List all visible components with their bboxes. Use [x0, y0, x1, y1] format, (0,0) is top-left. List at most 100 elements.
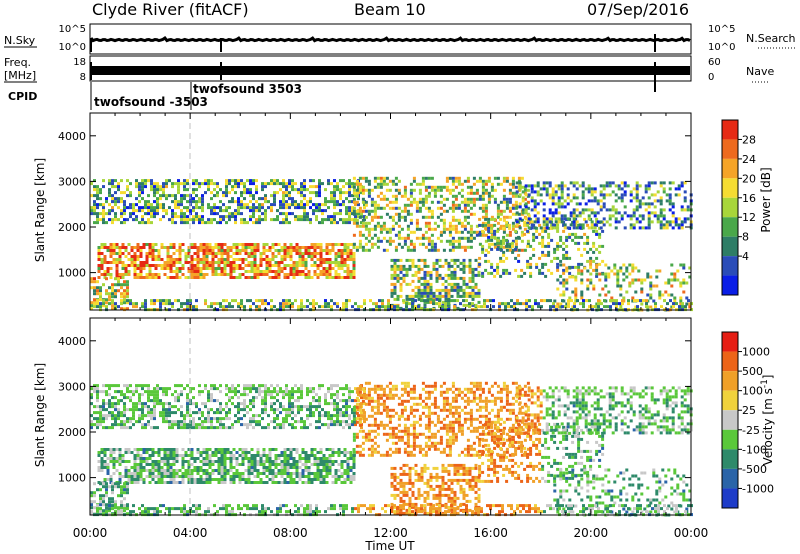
power-cell: [322, 273, 326, 276]
power-cell: [399, 267, 403, 271]
velocity-cell: [351, 423, 354, 427]
power-cell: [135, 305, 138, 309]
power-cell: [415, 224, 419, 228]
power-cell: [672, 302, 675, 306]
power-cell: [120, 286, 123, 290]
power-cell: [640, 302, 644, 306]
velocity-cell: [204, 426, 207, 430]
power-cell: [423, 258, 427, 262]
power-cell: [424, 206, 428, 210]
power-cell: [531, 305, 534, 309]
power-cell: [178, 258, 182, 261]
power-cell: [559, 293, 563, 297]
velocity-cell: [153, 387, 156, 391]
power-cell: [385, 197, 389, 201]
power-cell: [432, 261, 436, 265]
velocity-cell: [169, 478, 173, 481]
power-cell: [586, 241, 590, 245]
power-cell: [213, 212, 216, 216]
power-cell: [253, 249, 257, 252]
power-cell: [405, 297, 409, 301]
velocity-cell: [294, 384, 297, 388]
power-cell: [448, 233, 452, 237]
power-cell: [147, 203, 150, 207]
power-cell: [547, 253, 551, 257]
velocity-cell: [192, 402, 195, 406]
power-cell: [652, 284, 656, 288]
velocity-cell: [217, 451, 221, 454]
power-cell: [144, 302, 147, 306]
power-cell: [157, 249, 161, 252]
power-cell: [436, 188, 440, 192]
power-cell: [456, 285, 460, 289]
velocity-cell: [264, 405, 267, 409]
power-cell: [490, 238, 494, 242]
velocity-cell: [103, 463, 107, 466]
power-cell: [219, 215, 222, 219]
power-cell: [171, 209, 174, 213]
power-cell: [649, 305, 653, 309]
velocity-cell: [132, 405, 135, 409]
power-cell: [456, 258, 460, 262]
power-cell: [225, 182, 228, 186]
power-cell: [220, 246, 224, 249]
power-cell: [171, 221, 174, 225]
power-cell: [608, 214, 612, 218]
power-cell: [635, 196, 639, 200]
power-cell: [427, 176, 431, 180]
velocity-cell: [196, 448, 200, 451]
power-cell: [162, 191, 165, 195]
velocity-cell: [210, 399, 213, 403]
power-cell: [318, 221, 321, 225]
power-cell: [577, 268, 581, 272]
velocity-cell: [201, 426, 204, 430]
power-cell: [345, 305, 348, 309]
power-cell: [321, 209, 324, 213]
power-cell: [612, 302, 615, 306]
power-cell: [567, 305, 570, 309]
power-cell: [151, 246, 155, 249]
power-cell: [520, 274, 524, 278]
power-cell: [653, 211, 657, 215]
power-cell: [148, 243, 152, 246]
power-cell: [105, 289, 108, 293]
power-cell: [614, 217, 618, 221]
velocity-cell: [246, 387, 249, 391]
velocity-cell: [112, 460, 116, 463]
power-cell: [199, 258, 203, 261]
power-cell: [255, 218, 258, 222]
power-cell: [214, 261, 218, 264]
power-cell: [433, 188, 437, 192]
velocity-cell: [333, 414, 336, 418]
velocity-cell: [207, 399, 210, 403]
power-cell: [115, 258, 119, 261]
velocity-cell: [126, 390, 129, 394]
velocity-cell: [201, 420, 204, 424]
power-cell: [518, 226, 522, 230]
power-cell: [174, 299, 177, 303]
power-cell: [408, 297, 412, 301]
velocity-cell: [123, 393, 126, 397]
power-cell: [462, 264, 466, 268]
power-cell: [599, 220, 603, 224]
power-cell: [515, 220, 519, 224]
power-cell: [186, 194, 189, 198]
power-cell: [468, 302, 471, 306]
power-cell: [291, 179, 294, 183]
velocity-cell: [202, 478, 206, 481]
power-cell: [229, 273, 233, 276]
power-cell: [584, 187, 588, 191]
velocity-cell: [285, 393, 288, 397]
power-cell: [214, 270, 218, 273]
power-cell: [99, 212, 102, 216]
power-cell: [399, 276, 403, 280]
power-cell: [382, 236, 386, 240]
velocity-cell: [249, 408, 252, 412]
power-cell: [202, 246, 206, 249]
power-cell: [538, 256, 542, 260]
power-cell: [475, 188, 479, 192]
velocity-cell: [360, 396, 363, 400]
power-cell: [171, 212, 174, 216]
power-cell: [388, 242, 392, 246]
velocity-cell: [234, 420, 237, 424]
